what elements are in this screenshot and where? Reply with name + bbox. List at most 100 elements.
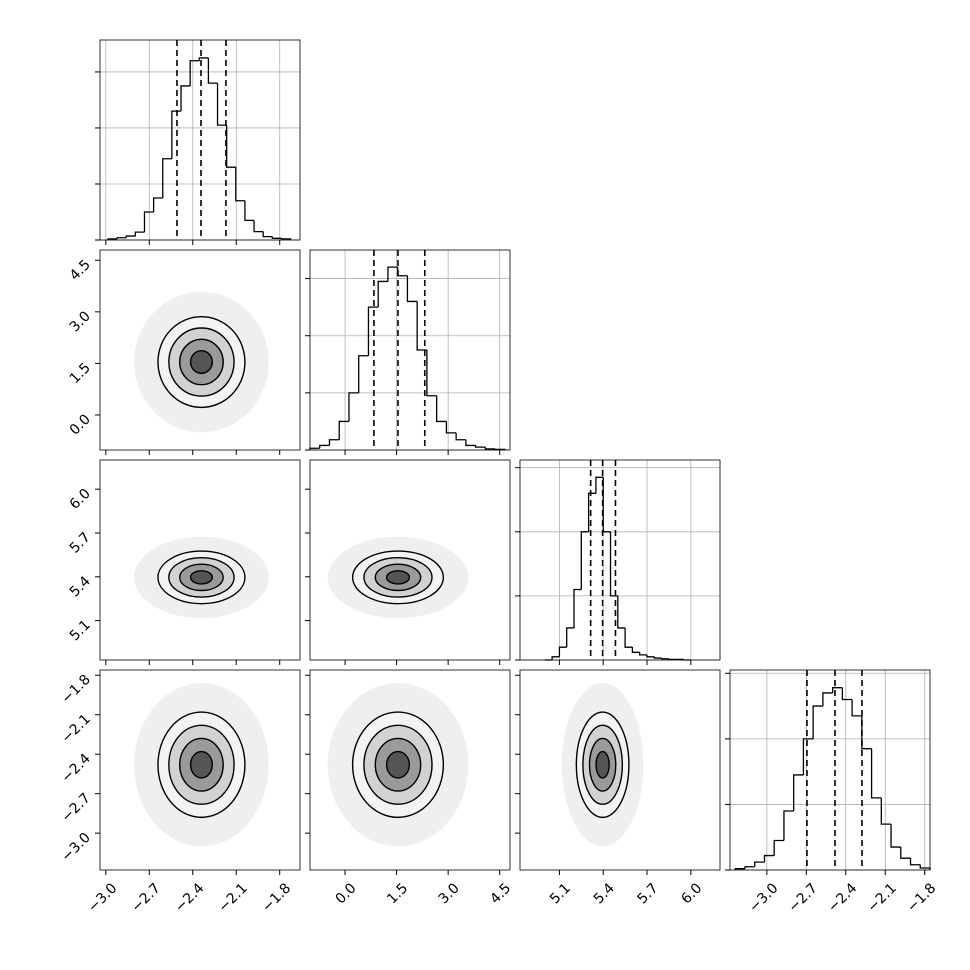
panel-frame (729, 669, 931, 871)
x-tick-label: 6.0 (678, 880, 705, 907)
histogram-bin (831, 687, 843, 693)
histogram-bin (426, 350, 437, 397)
x-tick-label: −1.8 (904, 880, 939, 915)
histogram-bin (609, 531, 618, 597)
y-tick-label: −2.4 (58, 751, 93, 786)
histogram-bin (358, 355, 369, 393)
histogram-bin (397, 267, 408, 277)
x-tick-label: 5.1 (547, 880, 574, 907)
histogram-bin (189, 60, 200, 86)
histogram-bin (754, 861, 765, 867)
histogram-bin (207, 57, 218, 84)
histogram-bin (734, 868, 745, 870)
histogram-bin (880, 797, 892, 825)
histogram-bin (861, 715, 872, 750)
histogram-bin (617, 595, 626, 629)
histogram-bin (909, 858, 921, 866)
histogram-bin (573, 588, 582, 628)
histogram-bin (566, 627, 575, 648)
histogram-bin (653, 656, 662, 659)
x-tick-label: 0.0 (333, 880, 360, 907)
histogram-bin (416, 301, 427, 351)
histogram-bin (660, 658, 669, 660)
histogram-bin (474, 445, 486, 448)
contour (385, 570, 411, 585)
histogram-bin (271, 236, 282, 239)
histogram-bin (134, 231, 145, 237)
histogram-bin (763, 854, 775, 863)
histogram-bin (338, 420, 349, 440)
x-tick-label: −1.8 (259, 880, 294, 915)
contour (385, 750, 411, 779)
histogram-bin (226, 125, 236, 168)
histogram-bin (783, 810, 794, 841)
panel-frame (519, 669, 721, 871)
contour (595, 750, 610, 779)
histogram-bin (890, 824, 901, 848)
y-tick-label: −2.7 (58, 790, 93, 825)
histogram-bin (244, 200, 255, 222)
histogram-bin (280, 238, 292, 240)
panel-frame (99, 669, 301, 871)
histogram-bin (143, 211, 154, 233)
histogram-bin (328, 439, 340, 446)
histogram-bin (484, 447, 496, 450)
x-tick-label: 5.7 (635, 880, 662, 907)
y-tick-label: 3.0 (67, 308, 94, 335)
histogram-bin (445, 421, 457, 434)
panel-frame (99, 249, 301, 451)
histogram-bin (180, 85, 191, 112)
x-tick-label: 1.5 (384, 880, 411, 907)
histogram-bin (455, 432, 466, 441)
histogram-bin (602, 477, 611, 533)
histogram-bin (870, 748, 882, 799)
histogram-bin (387, 266, 398, 282)
x-tick-label: −3.0 (746, 880, 781, 915)
y-tick-label: −1.8 (58, 672, 93, 707)
y-tick-label: 5.4 (67, 573, 94, 600)
histogram-bin (116, 237, 127, 239)
x-tick-label: −2.7 (129, 880, 164, 915)
x-tick-label: −2.4 (825, 880, 860, 915)
x-tick-label: −3.0 (85, 880, 120, 915)
histogram-bin (851, 699, 862, 717)
histogram-bin (253, 220, 264, 233)
x-tick-label: 4.5 (487, 880, 514, 907)
contour (189, 349, 214, 375)
histogram-bin (348, 392, 359, 422)
histogram-bin (235, 167, 245, 202)
histogram-bin (377, 280, 388, 308)
x-tick-label: −2.4 (172, 880, 207, 915)
contour (189, 750, 214, 779)
histogram-bin (580, 531, 589, 590)
histogram-bin (793, 774, 804, 811)
histogram-bin (595, 476, 604, 494)
histogram-bin (319, 444, 330, 449)
histogram-bin (773, 839, 784, 856)
histogram-bin (216, 83, 227, 126)
panel-frame (309, 669, 511, 871)
y-tick-label: 5.7 (67, 530, 94, 557)
histogram-bin (198, 57, 209, 61)
histogram-bin (639, 652, 648, 656)
histogram-bin (668, 658, 677, 661)
y-tick-label: 5.1 (67, 617, 94, 644)
y-tick-label: −3.0 (58, 830, 93, 865)
y-tick-label: 4.5 (67, 257, 94, 284)
histogram-bin (646, 654, 655, 658)
panel-frame (99, 39, 301, 241)
histogram-bin (587, 492, 596, 532)
histogram-bin (162, 158, 172, 198)
panel-frame (309, 249, 511, 451)
x-tick-label: −2.7 (786, 880, 821, 915)
histogram-bin (624, 627, 633, 648)
y-tick-label: −2.1 (58, 711, 93, 746)
histogram-bin (262, 231, 273, 238)
y-tick-label: 1.5 (67, 360, 94, 387)
histogram-bin (125, 235, 136, 238)
y-tick-label: 6.0 (67, 486, 94, 513)
histogram-bin (171, 110, 182, 159)
x-tick-label: 3.0 (436, 880, 463, 907)
histogram-bin (812, 705, 823, 739)
